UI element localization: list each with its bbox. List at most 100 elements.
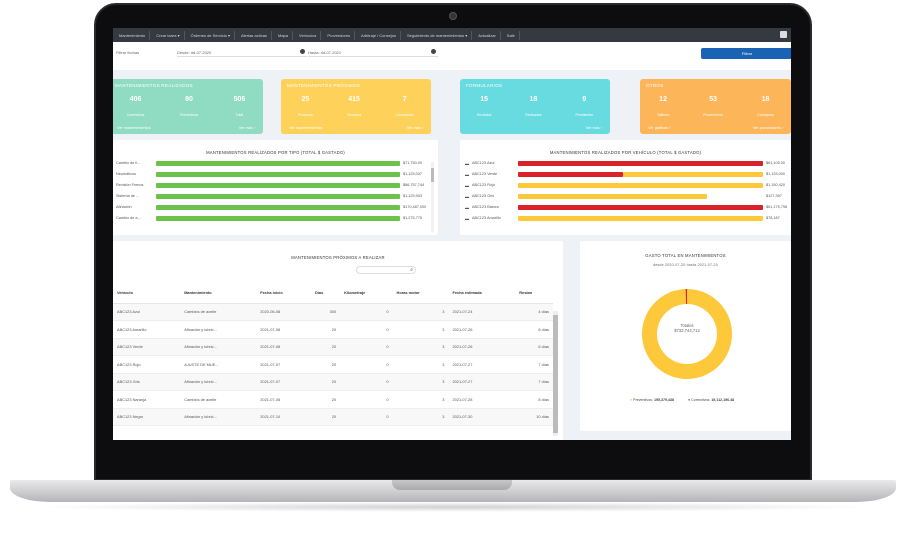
nav-item[interactable]: Arbitraje / Consejos xyxy=(357,30,401,40)
stat-value: 7 xyxy=(402,96,407,103)
table-row[interactable]: ABC123 Amarillo Afinación y lubric... 2021… xyxy=(113,320,553,339)
card-footer-link[interactable]: Ver gráficas › xyxy=(648,126,671,130)
table-row[interactable]: ABC123 Gris Afinación y lubric... 2021-07-… xyxy=(113,373,553,391)
bar-value: $1,125,903 xyxy=(403,194,423,198)
donut-slice[interactable] xyxy=(642,289,732,379)
table-cell: 2021-07-10 xyxy=(256,408,312,426)
search-icon: ⌕ xyxy=(410,267,413,273)
stat-label: Total xyxy=(235,113,244,117)
table-cell: 0 xyxy=(340,373,393,391)
card-stat: 9 Pendientes xyxy=(576,96,594,121)
bar-value: $71,750.00 xyxy=(403,161,423,165)
card-more-link[interactable]: Ver más › xyxy=(238,126,255,130)
nav-item[interactable]: Alertas activas xyxy=(237,30,272,40)
window-icon[interactable] xyxy=(780,31,787,38)
chart-title: MANTENIMIENTOS REALIZADOS POR VEHÍCULO (… xyxy=(549,150,702,155)
bar xyxy=(518,183,763,188)
table-cell: 20 xyxy=(311,373,341,391)
bar-value: $1,125,000 xyxy=(766,172,786,176)
table-cell: ABC123 Gris xyxy=(113,373,181,391)
nav-item[interactable]: Vehículos xyxy=(295,30,322,40)
column-header[interactable]: Kilometraje xyxy=(340,283,393,304)
bar xyxy=(518,161,763,166)
card-stats: 15 Enviados 18 Revisados 9 Pendientes xyxy=(460,96,610,121)
column-header[interactable]: Horas motor xyxy=(392,283,449,304)
bar-label: ABC123 Azul xyxy=(472,161,495,165)
date-to-input[interactable]: Hasta: dd-07-2021 xyxy=(308,48,438,57)
bar xyxy=(156,161,400,166)
card-footer-link[interactable]: Ver mantenimientos xyxy=(289,126,323,130)
laptop-notch xyxy=(392,480,512,490)
bar-label: Afinación xyxy=(116,205,132,209)
card-more-link[interactable]: Ver proveedores › xyxy=(752,126,783,130)
filter-bar: Filtrar fechas Desde: dd-07-2020 Hasta: … xyxy=(113,42,791,70)
bar-row: Cambio de a... $1,275,775 xyxy=(113,215,438,223)
legend-item[interactable]: ● Correctivos: 19,112,196.48 xyxy=(688,398,734,402)
table-cell: 0 xyxy=(340,320,393,339)
date-from-input[interactable]: Desde: dd-07-2020 xyxy=(177,48,307,57)
card-stat: 18 Revisados xyxy=(525,96,541,121)
nav-item[interactable]: Actualizar xyxy=(474,30,501,40)
nav-item[interactable]: Mapa xyxy=(274,30,293,40)
table-cell: 2021-07-24 xyxy=(448,303,516,321)
card-title: OTROS xyxy=(646,83,664,88)
top-nav: Mantenimiento Crear tarea ▾ Órdenes de Ser… xyxy=(113,28,791,42)
table-cell: AJUSTE DE MUE... xyxy=(180,355,257,374)
table-search-input[interactable]: ⌕ xyxy=(356,266,416,274)
legend-value: 19,112,196.48 xyxy=(711,398,735,402)
card-title: MANTENIMIENTOS PRÓXIMOS xyxy=(287,83,361,88)
table-row[interactable]: ABC123 Azul Cambios de aceite 2020-06-08 30… xyxy=(113,303,553,321)
column-header[interactable]: Días xyxy=(311,283,341,304)
table-row[interactable]: ABC123 Naranja Cambios de aceite 2021-07-0… xyxy=(113,390,553,409)
table-cell: 3 xyxy=(392,408,449,426)
card-more-link[interactable]: Ver más › xyxy=(585,126,602,130)
card-footer-link[interactable]: Ver mantenimientos xyxy=(117,126,151,130)
scrollbar[interactable] xyxy=(431,162,434,232)
donut-center-value: $733,744,712 xyxy=(674,328,700,333)
bar-row: Cambio de ll... $71,750.00 xyxy=(113,160,438,168)
column-header[interactable]: Restan xyxy=(515,283,553,304)
table-cell: ABC123 Amarillo xyxy=(113,320,181,339)
table-cell: ABC123 Negro xyxy=(113,408,181,426)
card-stat: 7 Cancelados xyxy=(395,96,413,121)
bar-value: $61,105.00 xyxy=(766,161,786,165)
table-row[interactable]: ABC123 Rojo AJUSTE DE MUE... 2021-07-07 20 0… xyxy=(113,355,553,374)
nav-item[interactable]: Seguimiento de mantenimientos ▾ xyxy=(403,30,473,40)
nav-item[interactable]: Órdenes de Servicio ▾ xyxy=(187,30,235,40)
column-header[interactable]: Vehículo xyxy=(113,283,181,304)
donut-slice[interactable] xyxy=(685,289,687,305)
table-scrollbar[interactable] xyxy=(553,311,558,436)
bar xyxy=(156,172,400,177)
table-cell: 2021-07-08 xyxy=(256,338,312,356)
bar xyxy=(518,194,707,199)
card-stat: 506 Total xyxy=(234,96,246,121)
filter-button[interactable]: Filtrar xyxy=(701,48,791,59)
stat-label: Preventivos xyxy=(179,113,199,117)
calendar-icon[interactable] xyxy=(431,49,436,54)
card-stat: 12 Talleres xyxy=(657,96,669,121)
table-row[interactable]: ABC123 Negro Afinación y lubric... 2021-07… xyxy=(113,408,553,426)
column-header[interactable]: Mantenimiento xyxy=(180,283,257,304)
calendar-icon[interactable] xyxy=(300,49,305,54)
chart-title: MANTENIMIENTOS REALIZADOS POR TIPO (TOTA… xyxy=(206,150,345,155)
nav-item[interactable]: Salir xyxy=(503,30,520,40)
vehicle-icon: ▬ xyxy=(465,172,469,177)
column-header[interactable]: Fecha estimada xyxy=(448,283,516,304)
summary-card: MANTENIMIENTOS REALIZADOS 406 Correctivos 8… xyxy=(113,79,263,134)
nav-item[interactable]: Mantenimiento xyxy=(115,30,151,40)
stat-label: Conceptos xyxy=(757,113,774,117)
table-cell: 0 xyxy=(340,408,393,426)
table-cell: 0 xyxy=(340,390,393,409)
bar xyxy=(156,216,400,221)
bar-label: Cambio de a... xyxy=(116,216,141,220)
chart-by-vehicle-panel: MANTENIMIENTOS REALIZADOS POR VEHÍCULO (… xyxy=(460,140,791,235)
table-cell: 6 días xyxy=(515,320,553,339)
nav-item[interactable]: Proveedores xyxy=(323,30,356,40)
legend-item[interactable]: ● Preventivos: 195,379,438 xyxy=(630,398,674,402)
card-stat: 80 Preventivos xyxy=(180,96,198,121)
table-row[interactable]: ABC123 Verde Afinación y lubric... 2021-07… xyxy=(113,338,553,356)
card-more-link[interactable]: Ver más › xyxy=(406,126,423,130)
column-header[interactable]: Fecha inicio xyxy=(256,283,312,304)
legend-name: Preventivos xyxy=(633,398,652,402)
nav-item[interactable]: Crear tarea ▾ xyxy=(152,30,185,40)
